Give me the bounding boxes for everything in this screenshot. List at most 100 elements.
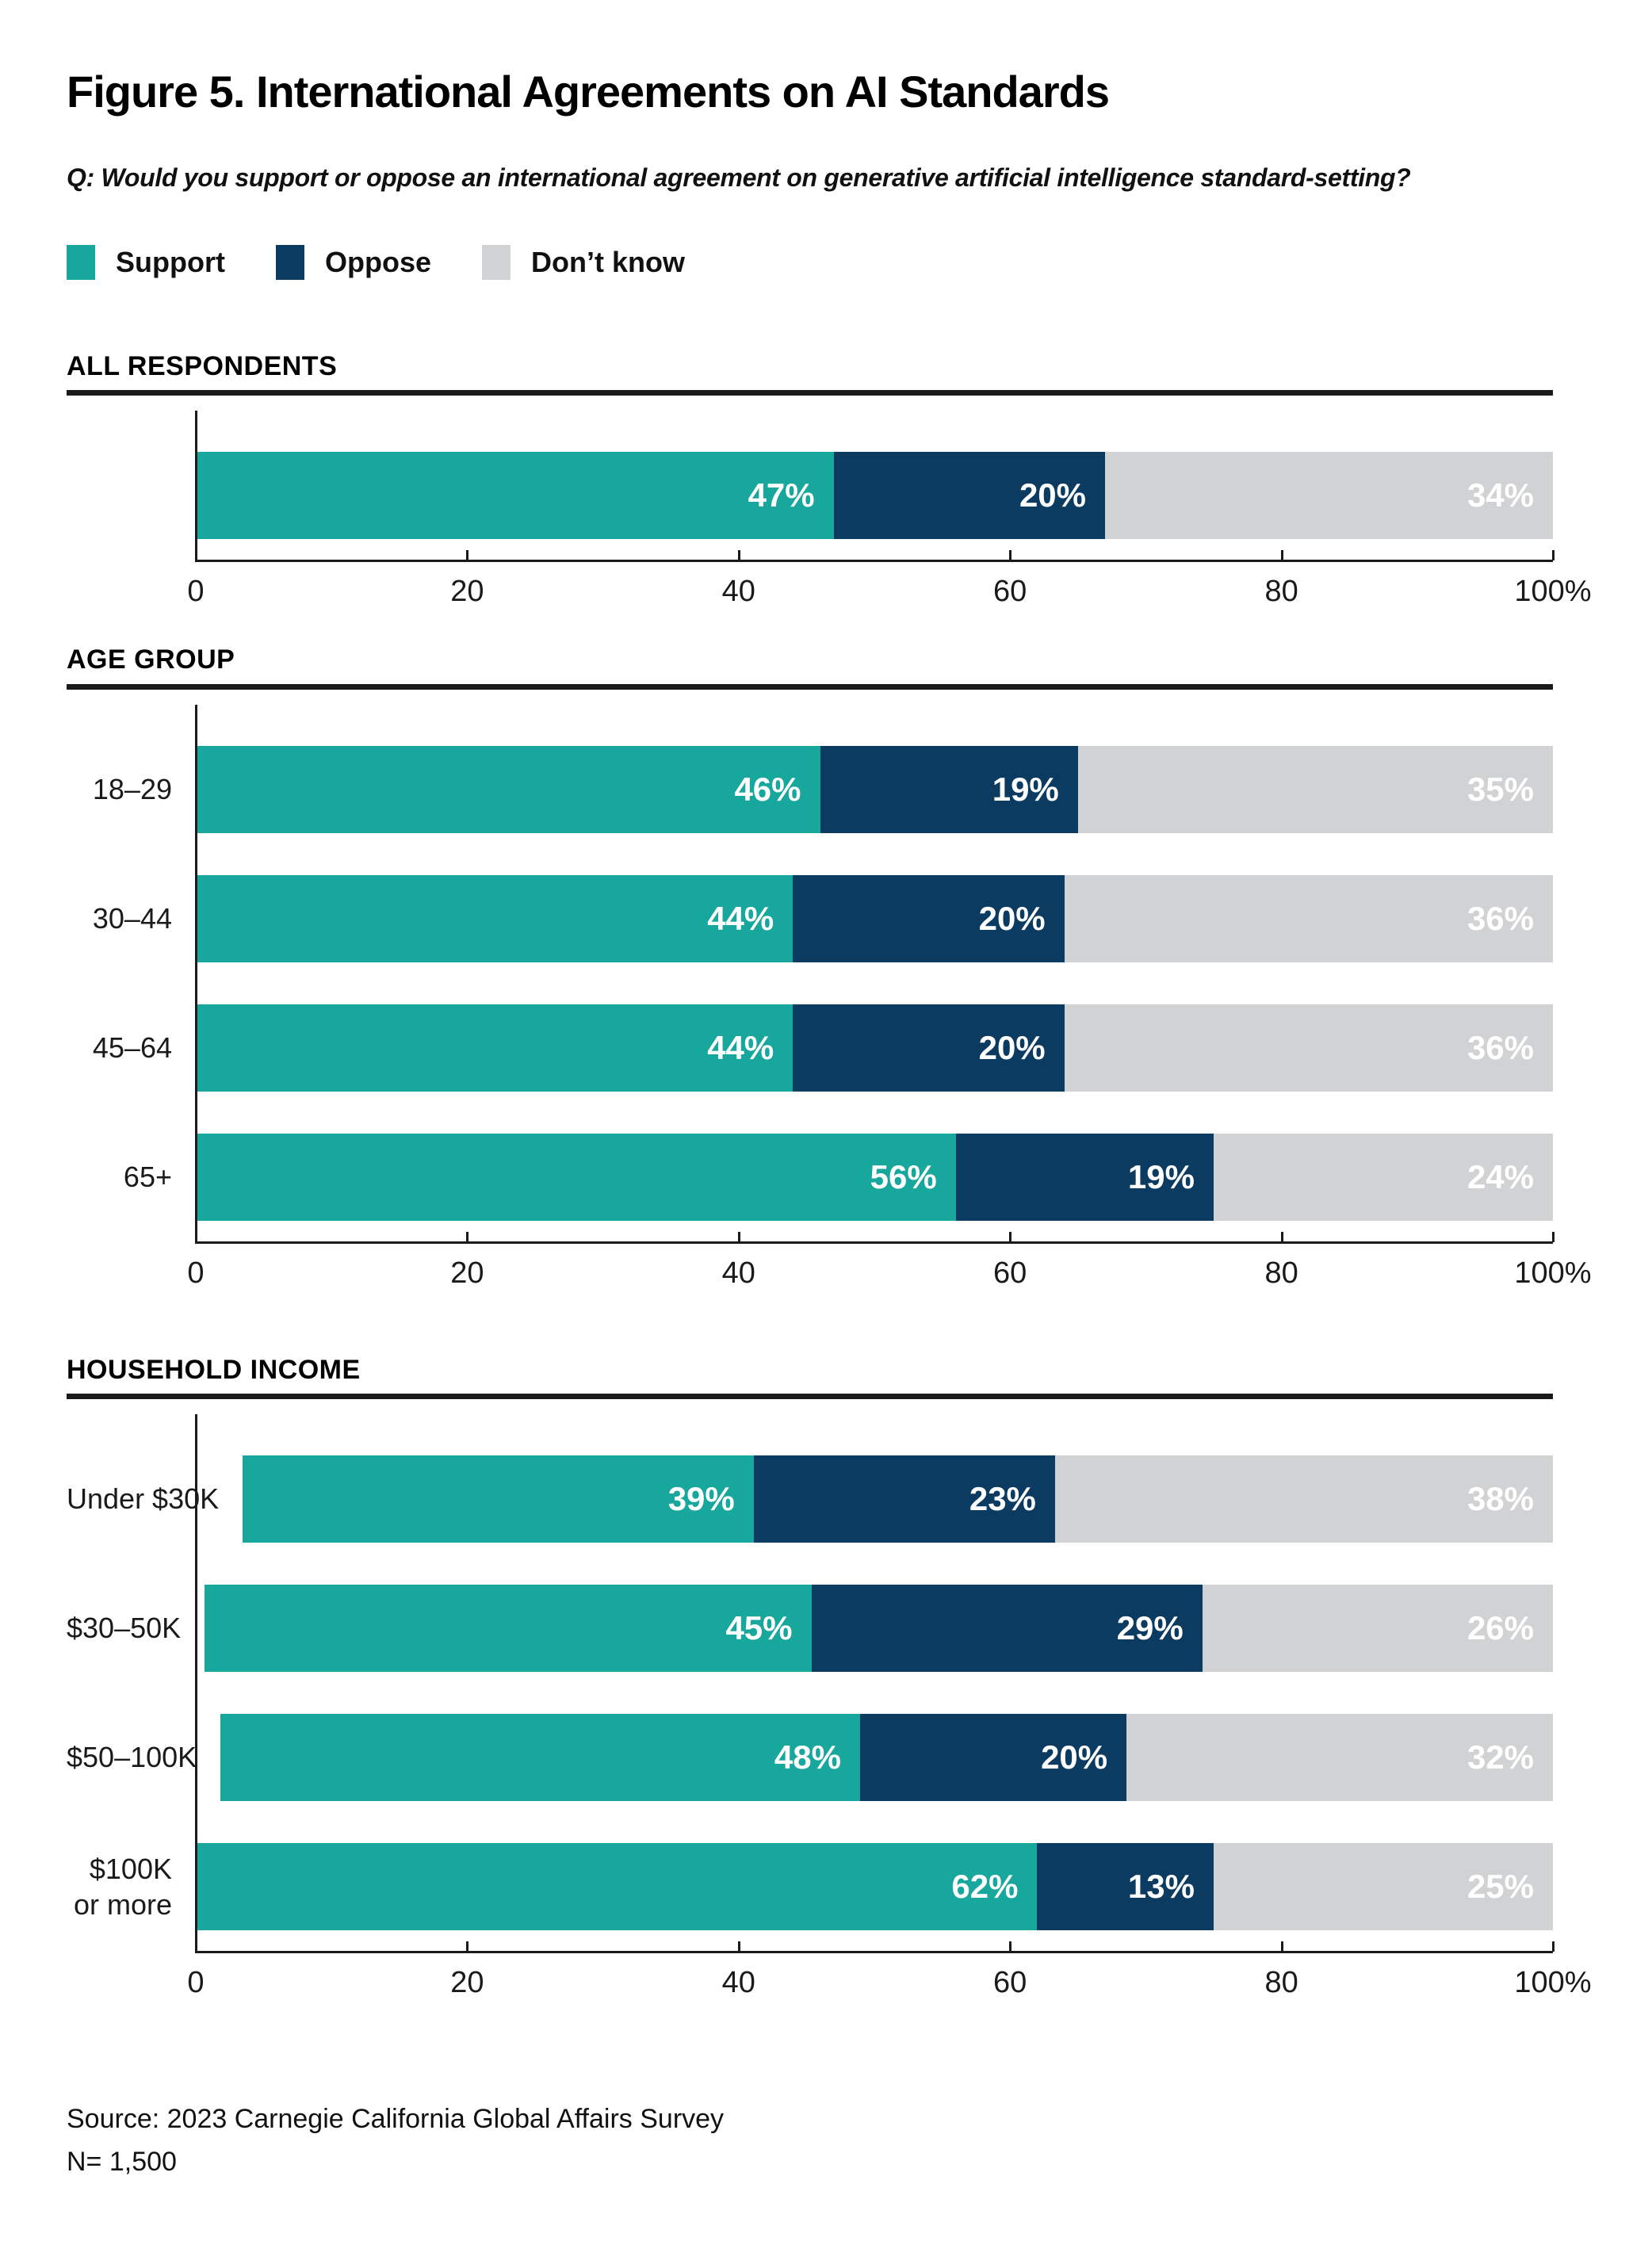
sample-size: N= 1,500 (67, 2147, 177, 2178)
section-divider (67, 683, 1553, 690)
axis-tick (737, 550, 740, 561)
section-divider (67, 1393, 1553, 1399)
stacked-bar: 46% 19% 35% (196, 745, 1553, 833)
bar-value-label: 48% (774, 1738, 841, 1776)
category-label (67, 452, 196, 539)
bar-row: 30–44 44% 20% 36% (67, 874, 1553, 962)
bar-segment-don-t-know: 34% (1105, 452, 1553, 540)
bar-value-label: 25% (1467, 1867, 1534, 1905)
section-divider (67, 390, 1553, 396)
y-axis-line (195, 1413, 197, 1953)
x-axis-labels: 0 20 40 60 80 100% (187, 1963, 1591, 2002)
bar-segment-support: 56% (196, 1133, 956, 1221)
category-label-line: or more (73, 1887, 172, 1921)
plot-area: 18–29 46% 19% 35% 30–44 44% 20% 36% 45–64 44% 20% 3… (67, 702, 1553, 1221)
category-label: 30–44 (67, 875, 196, 962)
bar-row: $50–100K 48% 20% 32% (67, 1713, 1553, 1801)
category-label-line: 18–29 (92, 773, 172, 806)
axis-tick-label: 0 (187, 1965, 205, 1999)
axis-tick-label: 100% (1514, 575, 1592, 609)
bar-segment-don-t-know: 26% (1202, 1584, 1553, 1672)
bar-segment-don-t-know: 32% (1126, 1713, 1553, 1801)
axis-tick-label: 80 (1264, 1256, 1298, 1290)
bar-segment-don-t-know: 35% (1077, 745, 1553, 833)
bar-value-label: 36% (1467, 899, 1534, 937)
bar-value-label: 47% (748, 476, 815, 514)
category-label: Under $30K (67, 1455, 243, 1543)
axis-tick-label: 60 (993, 1965, 1027, 1999)
stacked-bar: 45% 29% 26% (205, 1584, 1553, 1672)
bar-segment-don-t-know: 25% (1213, 1842, 1553, 1930)
chart-legend: Support Oppose Don’t know (67, 243, 1553, 281)
axis-tick (1009, 550, 1012, 561)
bar-segment-support: 39% (243, 1455, 754, 1543)
bar-value-label: 24% (1467, 1157, 1534, 1195)
axis-tick (1280, 550, 1283, 561)
bar-segment-oppose: 20% (793, 1004, 1065, 1092)
category-label-line: 30–44 (92, 902, 172, 935)
legend-label: Oppose (324, 246, 431, 279)
axis-tick-label: 0 (187, 575, 205, 609)
y-axis-line (195, 704, 197, 1244)
bar-segment-oppose: 29% (811, 1584, 1203, 1672)
axis-tick-label: 100% (1514, 1256, 1592, 1290)
axis-tick-label: 40 (721, 1256, 755, 1290)
section-title: AGE GROUP (67, 644, 235, 675)
axis-tick (737, 1231, 740, 1242)
x-axis (195, 704, 1554, 1244)
bar-segment-support: 45% (205, 1584, 812, 1672)
bar-value-label: 35% (1467, 770, 1534, 808)
bar-value-label: 19% (992, 770, 1059, 808)
axis-tick (1009, 1941, 1012, 1952)
axis-tick (737, 1941, 740, 1952)
x-axis (195, 1413, 1554, 1953)
bar-segment-don-t-know: 24% (1213, 1133, 1553, 1221)
axis-tick (1552, 550, 1554, 561)
axis-tick (466, 1941, 469, 1952)
x-axis-labels: 0 20 40 60 80 100% (187, 1253, 1591, 1293)
legend-item-oppose: Oppose (275, 245, 431, 281)
legend-item-don-t-know: Don’t know (482, 245, 685, 281)
bar-value-label: 20% (1041, 1738, 1108, 1776)
bar-value-label: 13% (1127, 1867, 1195, 1905)
plot-area: 47% 20% 34% (67, 408, 1553, 540)
bar-row: 65+ 56% 19% 24% (67, 1133, 1553, 1221)
support-swatch-icon (67, 245, 95, 281)
axis-tick-label: 80 (1264, 575, 1298, 609)
legend-label: Don’t know (531, 246, 685, 279)
category-label: 65+ (67, 1134, 196, 1221)
category-label: $50–100K (67, 1714, 220, 1801)
axis-tick-label: 60 (993, 575, 1027, 609)
bar-value-label: 20% (1019, 476, 1087, 514)
bar-value-label: 32% (1467, 1738, 1534, 1776)
axis-tick (1552, 1941, 1554, 1952)
axis-tick (1552, 1231, 1554, 1242)
bar-segment-oppose: 20% (793, 874, 1065, 962)
section-title: HOUSEHOLD INCOME (67, 1354, 361, 1385)
bar-segment-oppose: 19% (820, 745, 1078, 833)
bar-value-label: 39% (667, 1479, 735, 1517)
bar-segment-oppose: 13% (1037, 1842, 1214, 1930)
chart-section-all-respondents: ALL RESPONDENTS 47% 20% 34% 0 20 40 60 80 100% (67, 351, 1592, 611)
axis-tick-label: 0 (187, 1256, 205, 1290)
category-label-line: $50–100K (67, 1741, 197, 1774)
axis-tick-label: 40 (721, 575, 755, 609)
axis-tick (466, 550, 469, 561)
bar-segment-don-t-know: 36% (1064, 874, 1553, 962)
category-label: 45–64 (67, 1004, 196, 1092)
bar-segment-support: 44% (196, 874, 793, 962)
category-label-line: $100K (89, 1852, 172, 1885)
axis-tick-label: 80 (1264, 1965, 1298, 1999)
section-title: ALL RESPONDENTS (67, 351, 338, 382)
bar-row: 18–29 46% 19% 35% (67, 745, 1553, 833)
bar-value-label: 20% (978, 899, 1046, 937)
bar-value-label: 20% (978, 1028, 1046, 1066)
category-label-line: Under $30K (67, 1482, 220, 1516)
category-label: 18–29 (67, 746, 196, 833)
oppose-swatch-icon (275, 245, 304, 281)
axis-tick-label: 20 (450, 1256, 484, 1290)
bar-segment-support: 44% (196, 1004, 793, 1092)
bar-value-label: 46% (734, 770, 801, 808)
axis-tick-label: 100% (1514, 1965, 1592, 1999)
axis-tick-label: 40 (721, 1965, 755, 1999)
